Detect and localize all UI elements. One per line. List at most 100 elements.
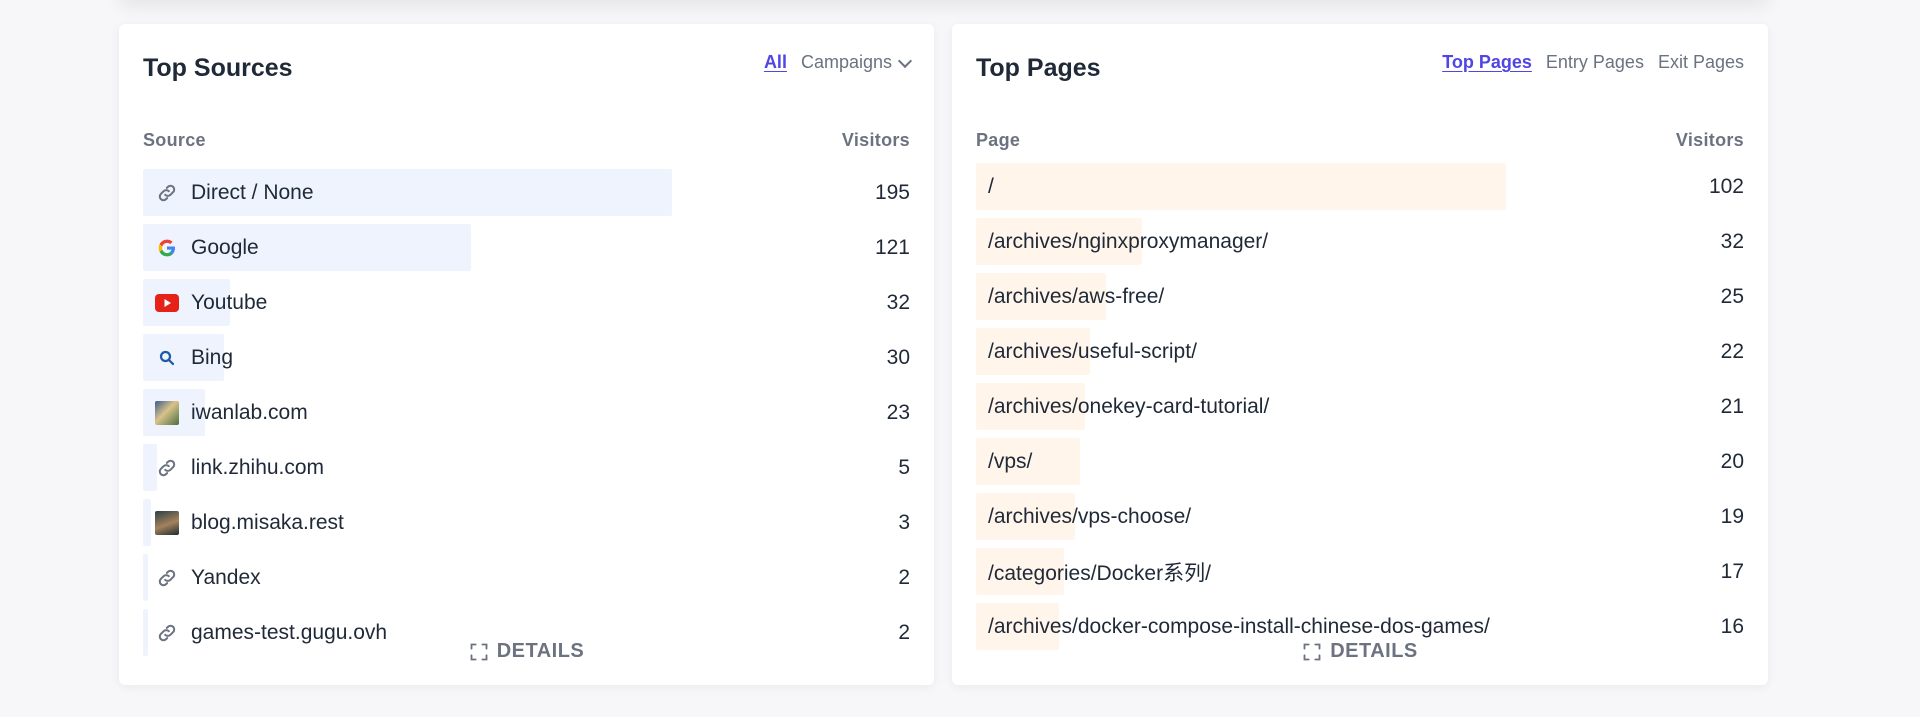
value-bar — [143, 169, 673, 216]
list-item[interactable]: /archives/onekey-card-tutorial/21 — [976, 383, 1744, 430]
value-bar — [143, 499, 152, 546]
source-label: Yandex — [191, 565, 261, 589]
list-item[interactable]: link.zhihu.com 5 — [143, 444, 910, 491]
source-visitors: 32 — [886, 290, 910, 314]
page-visitors: 102 — [1708, 174, 1744, 198]
link-icon — [155, 621, 179, 645]
value-bar — [143, 554, 149, 601]
value-bar — [143, 224, 472, 271]
source-label: blog.misaka.rest — [191, 510, 344, 534]
sources-tabs: All Campaigns — [763, 52, 913, 73]
search-icon — [155, 346, 179, 370]
source-label: link.zhihu.com — [191, 455, 325, 479]
column-header-page: Page — [976, 130, 1021, 150]
list-item[interactable]: games-test.gugu.ovh 2 — [143, 609, 910, 656]
page-visitors: 16 — [1720, 614, 1744, 638]
list-item[interactable]: Yandex 2 — [143, 554, 910, 601]
source-visitors: 3 — [898, 510, 910, 534]
page-label: /archives/vps-choose/ — [988, 504, 1192, 528]
google-icon — [155, 236, 179, 260]
tab-campaigns-label: Campaigns — [800, 52, 892, 72]
source-visitors: 23 — [886, 400, 910, 424]
list-item[interactable]: Youtube 32 — [143, 279, 910, 326]
value-bar — [976, 328, 1091, 375]
value-bar — [143, 609, 149, 656]
expand-icon — [1303, 643, 1321, 660]
page-label: /archives/aws-free/ — [988, 284, 1165, 308]
pages-list: / 102 /archives/nginxproxymanager/32 /arc… — [976, 163, 1744, 658]
page-label: / — [988, 174, 994, 198]
chevron-down-icon — [897, 53, 913, 68]
value-bar — [976, 218, 1143, 265]
tab-top-pages[interactable]: Top Pages — [1442, 52, 1532, 72]
link-icon — [155, 566, 179, 590]
site-favicon-icon — [155, 510, 179, 535]
list-item[interactable]: /archives/aws-free/25 — [976, 273, 1744, 320]
list-item[interactable]: /archives/useful-script/22 — [976, 328, 1744, 375]
tab-all[interactable]: All — [763, 52, 787, 72]
details-label: DETAILS — [1330, 640, 1418, 662]
list-item[interactable]: /archives/vps-choose/19 — [976, 493, 1744, 540]
source-label: iwanlab.com — [191, 400, 308, 424]
page-label: /vps/ — [988, 449, 1033, 473]
value-bar — [976, 438, 1080, 485]
value-bar — [143, 444, 157, 491]
source-label: Youtube — [191, 290, 268, 314]
source-visitors: 5 — [898, 455, 910, 479]
sources-details-button[interactable]: DETAILS — [119, 640, 934, 663]
link-icon — [155, 181, 179, 205]
tab-campaigns[interactable]: Campaigns — [800, 52, 913, 73]
source-visitors: 195 — [874, 180, 910, 204]
pages-tabs: Top Pages Entry Pages Exit Pages — [1442, 52, 1744, 73]
list-item[interactable]: /archives/docker-compose-install-chinese… — [976, 603, 1744, 650]
source-visitors: 2 — [898, 620, 910, 644]
list-item[interactable]: Direct / None 195 — [143, 169, 910, 216]
value-bar — [976, 383, 1086, 430]
top-pages-card: Top Pages Top Pages Entry Pages Exit Pag… — [952, 24, 1768, 685]
page-visitors: 25 — [1720, 284, 1744, 308]
source-label: Google — [191, 235, 259, 259]
page-visitors: 20 — [1720, 449, 1744, 473]
source-label: Bing — [191, 345, 234, 369]
value-bar — [976, 603, 1060, 650]
page-visitors: 17 — [1720, 559, 1744, 583]
site-favicon-icon — [155, 400, 179, 425]
list-item[interactable]: Google 121 — [143, 224, 910, 271]
value-bar — [143, 334, 225, 381]
column-header-source: Source — [143, 130, 206, 150]
value-bar — [976, 163, 1506, 210]
sources-list: Direct / None 195 Google 121 Youtube 32 — [143, 169, 910, 664]
page-visitors: 22 — [1720, 339, 1744, 363]
page-label: /archives/docker-compose-install-chinese… — [988, 614, 1490, 638]
tab-exit-pages[interactable]: Exit Pages — [1657, 52, 1744, 72]
column-header-visitors: Visitors — [841, 130, 910, 150]
list-item[interactable]: / 102 — [976, 163, 1744, 210]
details-label: DETAILS — [496, 640, 585, 662]
value-bar — [976, 493, 1075, 540]
page-label: /categories/Docker系列/ — [988, 561, 1211, 585]
link-icon — [155, 456, 179, 480]
column-header-visitors: Visitors — [1675, 130, 1744, 150]
value-bar — [976, 273, 1106, 320]
source-label: Direct / None — [191, 180, 314, 204]
list-item[interactable]: /vps/20 — [976, 438, 1744, 485]
page-visitors: 21 — [1720, 394, 1744, 418]
source-visitors: 2 — [898, 565, 910, 589]
youtube-icon — [155, 291, 179, 315]
top-pages-title: Top Pages — [976, 54, 1101, 82]
list-item[interactable]: /archives/nginxproxymanager/32 — [976, 218, 1744, 265]
source-visitors: 30 — [886, 345, 910, 369]
page-label: /archives/nginxproxymanager/ — [988, 229, 1269, 253]
list-item[interactable]: /categories/Docker系列/17 — [976, 548, 1744, 595]
list-item[interactable]: blog.misaka.rest 3 — [143, 499, 910, 546]
expand-icon — [470, 643, 488, 660]
source-label: games-test.gugu.ovh — [191, 620, 388, 644]
tab-entry-pages[interactable]: Entry Pages — [1545, 52, 1644, 72]
pages-details-button[interactable]: DETAILS — [952, 640, 1768, 663]
page-visitors: 32 — [1720, 229, 1744, 253]
list-item[interactable]: iwanlab.com 23 — [143, 389, 910, 436]
page-visitors: 19 — [1720, 504, 1744, 528]
list-item[interactable]: Bing 30 — [143, 334, 910, 381]
top-sources-title: Top Sources — [143, 54, 293, 82]
source-visitors: 121 — [874, 235, 910, 259]
